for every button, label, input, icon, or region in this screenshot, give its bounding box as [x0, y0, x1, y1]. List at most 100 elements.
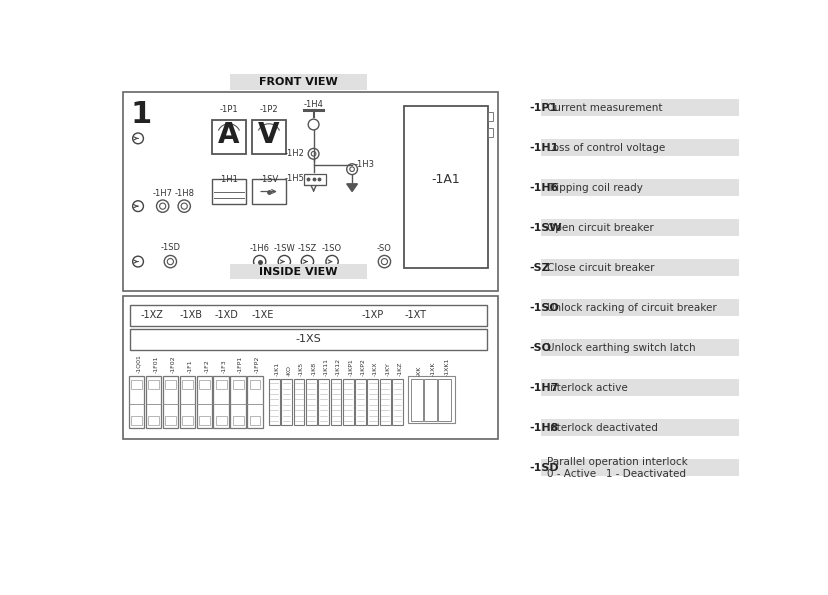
Text: -1H2: -1H2 [284, 149, 304, 158]
Text: -1H1: -1H1 [528, 143, 558, 153]
Text: -1SD: -1SD [528, 463, 558, 473]
Bar [354, 378, 365, 425]
FancyBboxPatch shape [230, 74, 366, 90]
Bar [343, 378, 354, 425]
FancyBboxPatch shape [540, 459, 738, 477]
Bar [199, 380, 209, 389]
FancyBboxPatch shape [540, 139, 738, 156]
Bar [181, 415, 192, 425]
Bar [488, 112, 493, 121]
Text: -KO: -KO [286, 365, 291, 376]
Text: Interlock active: Interlock active [546, 383, 627, 393]
Text: -1SO: -1SO [321, 244, 342, 253]
FancyBboxPatch shape [540, 419, 738, 436]
Text: -1H8: -1H8 [174, 189, 194, 198]
Text: -1XB: -1XB [179, 311, 202, 321]
Text: -1H3: -1H3 [354, 160, 374, 169]
Text: -1P1: -1P1 [219, 105, 238, 114]
Bar [410, 378, 422, 421]
Text: -1KZ: -1KZ [397, 362, 402, 376]
Bar [130, 328, 486, 350]
Text: -1SW: -1SW [273, 244, 295, 253]
Bar [180, 375, 195, 428]
Text: A: A [218, 121, 239, 149]
Text: -1KP1: -1KP1 [348, 359, 353, 376]
Text: -1H4: -1H4 [303, 100, 323, 109]
Bar [367, 378, 378, 425]
Bar [162, 375, 178, 428]
Bar [488, 127, 493, 137]
Polygon shape [346, 184, 357, 192]
FancyBboxPatch shape [540, 380, 738, 396]
Bar [128, 375, 144, 428]
FancyBboxPatch shape [540, 219, 738, 236]
Bar [249, 380, 260, 389]
Text: INSIDE VIEW: INSIDE VIEW [259, 267, 338, 277]
Text: -1SZ: -1SZ [297, 244, 316, 253]
Bar [196, 375, 212, 428]
Text: -1XT: -1XT [404, 311, 426, 321]
Text: -1H8: -1H8 [528, 423, 558, 433]
Text: -1XD: -1XD [214, 311, 238, 321]
Text: Tripping coil ready: Tripping coil ready [546, 183, 642, 193]
Bar [379, 378, 390, 425]
Bar [233, 380, 243, 389]
Text: -1K11: -1K11 [323, 358, 328, 376]
Text: -1KY: -1KY [385, 362, 390, 376]
Text: -1H7: -1H7 [528, 383, 558, 393]
Text: -SO: -SO [377, 244, 392, 253]
Bar [146, 375, 161, 428]
Bar [304, 174, 325, 184]
Text: -1K5: -1K5 [299, 362, 304, 376]
Bar [252, 179, 286, 204]
Text: Parallel operation interlock
0 - Active   1 - Deactivated: Parallel operation interlock 0 - Active … [546, 457, 687, 479]
Text: -1A1: -1A1 [431, 173, 460, 186]
Bar [230, 375, 246, 428]
Bar [268, 378, 279, 425]
Bar [212, 179, 246, 204]
Bar [424, 378, 436, 421]
Text: -1K12: -1K12 [335, 358, 340, 376]
Text: Interlock deactivated: Interlock deactivated [546, 423, 657, 433]
Bar [233, 415, 243, 425]
Bar [123, 296, 498, 439]
Text: -1XS: -1XS [296, 334, 321, 345]
Bar [281, 378, 291, 425]
FancyBboxPatch shape [230, 264, 366, 279]
Bar [438, 378, 450, 421]
Text: -1F01: -1F01 [153, 356, 158, 373]
Bar [293, 378, 304, 425]
Bar [318, 378, 329, 425]
Text: -1FP2: -1FP2 [255, 356, 260, 373]
Bar [252, 120, 286, 154]
Text: -1P1: -1P1 [528, 102, 556, 112]
Text: -1SO: -1SO [528, 303, 558, 313]
Text: Open circuit breaker: Open circuit breaker [546, 223, 652, 233]
Bar [181, 380, 192, 389]
Text: -1K8: -1K8 [310, 362, 316, 376]
Text: -XK: -XK [416, 366, 421, 376]
Text: -1KX: -1KX [373, 362, 378, 376]
FancyBboxPatch shape [540, 99, 738, 116]
Bar [215, 415, 226, 425]
Text: -1F1: -1F1 [187, 359, 192, 373]
Bar [131, 415, 142, 425]
Bar [130, 305, 486, 325]
FancyBboxPatch shape [540, 259, 738, 276]
Bar [148, 380, 159, 389]
FancyBboxPatch shape [540, 299, 738, 317]
Text: -1K1: -1K1 [274, 362, 279, 376]
Text: -1XK1: -1XK1 [444, 358, 449, 376]
Bar [249, 415, 260, 425]
Text: -1H6: -1H6 [528, 183, 558, 193]
Bar [165, 415, 176, 425]
Bar [306, 378, 316, 425]
Text: Current measurement: Current measurement [546, 102, 662, 112]
Bar [247, 375, 262, 428]
Text: Unlock racking of circuit breaker: Unlock racking of circuit breaker [546, 303, 715, 313]
Text: -1H7: -1H7 [152, 189, 172, 198]
Text: -1H6: -1H6 [249, 244, 269, 253]
Text: Loss of control voltage: Loss of control voltage [546, 143, 664, 153]
Text: -1F02: -1F02 [171, 356, 176, 373]
Text: Unlock earthing switch latch: Unlock earthing switch latch [546, 343, 695, 353]
